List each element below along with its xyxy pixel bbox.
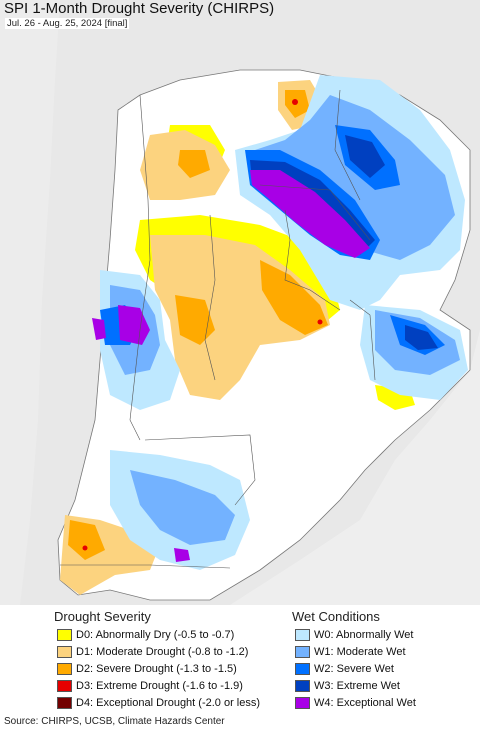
legend-label-d0: D0: Abnormally Dry (-0.5 to -0.7) [76, 629, 235, 641]
legend-swatch-w1 [295, 646, 310, 658]
w3-patch-paraguay [345, 135, 385, 178]
drought-map [0, 0, 480, 605]
legend-item-w3: W3: Extreme Wet [295, 678, 400, 694]
w1-patch-north [255, 95, 455, 260]
d3-spot-2 [317, 319, 323, 325]
pacific-ocean [0, 0, 60, 605]
legend-item-w4: W4: Exceptional Wet [295, 695, 416, 711]
atlantic-ocean [230, 330, 480, 605]
d2-patch-north [178, 150, 210, 178]
legend-label-w0: W0: Abnormally Wet [314, 629, 414, 641]
w1-patch-south [130, 470, 235, 545]
boundaries [60, 89, 376, 569]
legend-swatch-d4 [57, 697, 72, 709]
w4-patch-chaco [250, 170, 370, 258]
map-title: SPI 1-Month Drought Severity (CHIRPS) [4, 0, 275, 17]
legend-swatch-d2 [57, 663, 72, 675]
legend-item-d3: D3: Extreme Drought (-1.6 to -1.9) [57, 678, 243, 694]
legend-swatch-w4 [295, 697, 310, 709]
legend-item-d0: D0: Abnormally Dry (-0.5 to -0.7) [57, 627, 234, 643]
legend-swatch-w2 [295, 663, 310, 675]
legend-label-d4: D4: Exceptional Drought (-2.0 or less) [76, 697, 261, 709]
d2-patch-paraguay [285, 90, 310, 118]
legend-label-w4: W4: Exceptional Wet [314, 697, 416, 709]
map-subtitle: Jul. 26 - Aug. 25, 2024 [final] [5, 18, 130, 29]
w4-patch-south [174, 548, 190, 562]
legend-item-d1: D1: Moderate Drought (-0.8 to -1.2) [57, 644, 248, 660]
legend-label-d2: D2: Severe Drought (-1.3 to -1.5) [76, 663, 237, 675]
d2-patch-east-central [260, 260, 328, 335]
d3-spot-3 [82, 545, 88, 551]
w3-patch-uruguay [405, 325, 438, 350]
w4-patch-west-small [92, 318, 106, 340]
source-credit: Source: CHIRPS, UCSB, Climate Hazards Ce… [4, 716, 225, 727]
legend-swatch-w0 [295, 629, 310, 641]
legend-swatch-d1 [57, 646, 72, 658]
legend: Drought Severity Wet Conditions D0: Abno… [0, 605, 480, 713]
legend-item-w0: W0: Abnormally Wet [295, 627, 413, 643]
legend-item-d4: D4: Exceptional Drought (-2.0 or less) [57, 695, 260, 711]
legend-item-w1: W1: Moderate Wet [295, 644, 406, 660]
legend-swatch-w3 [295, 680, 310, 692]
legend-swatch-d3 [57, 680, 72, 692]
legend-item-d2: D2: Severe Drought (-1.3 to -1.5) [57, 661, 237, 677]
legend-drought-title: Drought Severity [54, 609, 151, 624]
legend-item-w2: W2: Severe Wet [295, 661, 394, 677]
d2-patch-south [68, 520, 105, 560]
legend-swatch-d0 [57, 629, 72, 641]
legend-label-w3: W3: Extreme Wet [314, 680, 400, 692]
legend-label-d1: D1: Moderate Drought (-0.8 to -1.2) [76, 646, 249, 658]
legend-label-w1: W1: Moderate Wet [314, 646, 406, 658]
legend-label-w2: W2: Severe Wet [314, 663, 394, 675]
d2-patch-west-central [175, 295, 215, 345]
d3-spot-1 [292, 99, 298, 105]
legend-wet-title: Wet Conditions [292, 609, 380, 624]
legend-label-d3: D3: Extreme Drought (-1.6 to -1.9) [76, 680, 243, 692]
